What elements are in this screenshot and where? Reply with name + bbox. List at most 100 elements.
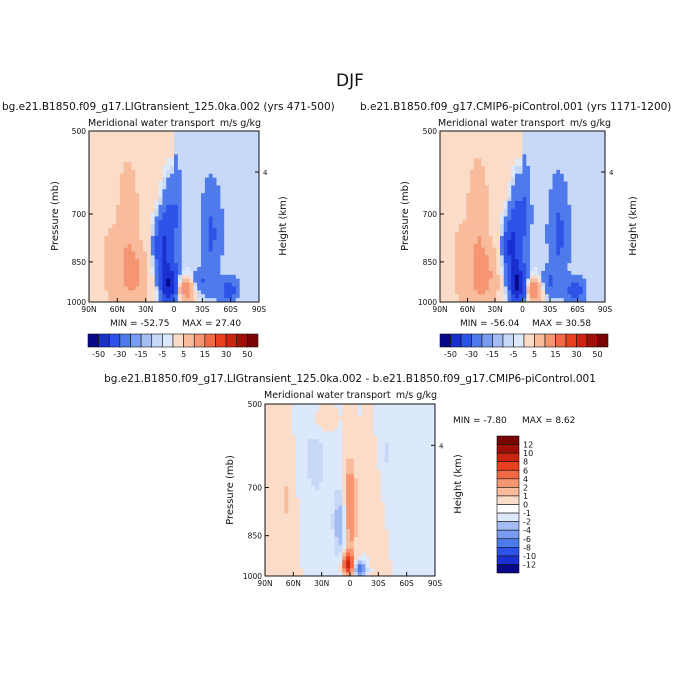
- heatmap-cell: [322, 411, 328, 417]
- heatmap-cell: [496, 270, 501, 276]
- heatmap-cell: [295, 548, 301, 553]
- heatmap-cell: [496, 197, 501, 202]
- heatmap-cell: [322, 505, 328, 510]
- heatmap-cell: [473, 274, 478, 280]
- heatmap-cell: [556, 286, 561, 291]
- heatmap-cell: [500, 247, 505, 252]
- heatmap-cell: [552, 274, 557, 280]
- heatmap-cell: [496, 290, 501, 295]
- heatmap-cell: [193, 158, 198, 163]
- heatmap-cell: [470, 298, 475, 303]
- heatmap-cell: [220, 154, 225, 159]
- heatmap-cell: [350, 490, 355, 495]
- heatmap-cell: [197, 255, 202, 260]
- heatmap-cell: [451, 169, 456, 175]
- heatmap-cell: [481, 162, 486, 167]
- colorbar-swatch: [119, 333, 131, 348]
- heatmap-cell: [307, 431, 312, 436]
- heatmap-cell: [563, 138, 568, 144]
- heatmap-cell: [311, 552, 316, 557]
- heatmap-cell: [255, 131, 260, 136]
- heatmap-cell: [330, 407, 335, 413]
- heatmap-cell: [342, 536, 347, 542]
- heatmap-cell: [255, 286, 260, 291]
- heatmap-cell: [216, 177, 221, 182]
- heatmap-cell: [131, 181, 136, 186]
- heatmap-cell: [154, 165, 159, 171]
- heatmap-cell: [470, 263, 475, 268]
- heatmap-cell: [268, 490, 274, 495]
- heatmap-cell: [342, 427, 347, 432]
- heatmap-cell: [567, 247, 572, 252]
- heatmap-cell: [548, 228, 553, 233]
- heatmap-cell: [458, 204, 463, 210]
- heatmap-cell: [231, 197, 237, 202]
- heatmap-cell: [556, 224, 561, 229]
- heatmap-cell: [492, 189, 497, 194]
- heatmap-cell: [451, 181, 456, 186]
- heatmap-cell: [212, 243, 217, 248]
- heatmap-cell: [590, 204, 595, 210]
- heatmap-cell: [228, 165, 233, 171]
- heatmap-cell: [108, 278, 113, 283]
- heatmap-cell: [496, 142, 501, 147]
- heatmap-cell: [526, 150, 531, 155]
- heatmap-cell: [496, 278, 501, 283]
- heatmap-cell: [216, 298, 221, 303]
- heatmap-cell: [338, 568, 343, 573]
- heatmap-cell: [89, 294, 94, 299]
- heatmap-cell: [481, 290, 486, 295]
- heatmap-cell: [455, 259, 460, 264]
- heatmap-cell: [268, 415, 274, 421]
- heatmap-cell: [108, 173, 113, 179]
- heatmap-cell: [272, 474, 277, 479]
- heatmap-cell: [458, 286, 463, 291]
- heatmap-cell: [243, 189, 248, 194]
- colorbar-swatch: [151, 333, 163, 348]
- heatmap-cell: [552, 294, 557, 299]
- heatmap-cell: [477, 165, 482, 171]
- heatmap-cell: [272, 521, 277, 526]
- heatmap-cell: [239, 282, 244, 287]
- heatmap-cell: [158, 274, 163, 280]
- heatmap-cell: [299, 411, 305, 417]
- heatmap-cell: [177, 239, 183, 245]
- heatmap-cell: [492, 200, 497, 206]
- heatmap-cell: [276, 556, 281, 561]
- heatmap-cell: [338, 490, 343, 495]
- heatmap-cell: [342, 435, 347, 440]
- heatmap-cell: [503, 193, 508, 198]
- heatmap-cell: [315, 447, 320, 452]
- heatmap-cell: [346, 415, 351, 421]
- heatmap-cell: [204, 212, 210, 217]
- heatmap-cell: [485, 181, 490, 186]
- heatmap-cell: [443, 158, 448, 163]
- heatmap-cell: [552, 146, 557, 151]
- heatmap-cell: [268, 544, 274, 550]
- heatmap-cell: [162, 173, 167, 179]
- heatmap-cell: [243, 220, 248, 225]
- heatmap-cell: [89, 197, 94, 202]
- heatmap-cell: [586, 267, 591, 272]
- heatmap-cell: [197, 158, 202, 163]
- heatmap-cell: [458, 243, 463, 248]
- heatmap-cell: [208, 181, 214, 186]
- heatmap-cell: [455, 267, 460, 272]
- heatmap-cell: [235, 263, 241, 268]
- heatmap-cell: [530, 181, 535, 186]
- heatmap-cell: [220, 263, 225, 268]
- heatmap-cell: [131, 204, 136, 210]
- heatmap-cell: [216, 255, 221, 260]
- heatmap-cell: [518, 185, 523, 190]
- heatmap-cell: [548, 181, 553, 186]
- heatmap-cell: [515, 158, 520, 163]
- heatmap-cell: [503, 267, 508, 272]
- heatmap-cell: [112, 251, 117, 256]
- heatmap-cell: [189, 286, 194, 291]
- heatmap-cell: [590, 197, 595, 202]
- heatmap-cell: [488, 259, 493, 264]
- heatmap-cell: [127, 181, 132, 186]
- panel-diff-min-label: MIN = -7.80: [453, 416, 507, 426]
- heatmap-cell: [295, 415, 301, 421]
- heatmap-cell: [243, 158, 248, 163]
